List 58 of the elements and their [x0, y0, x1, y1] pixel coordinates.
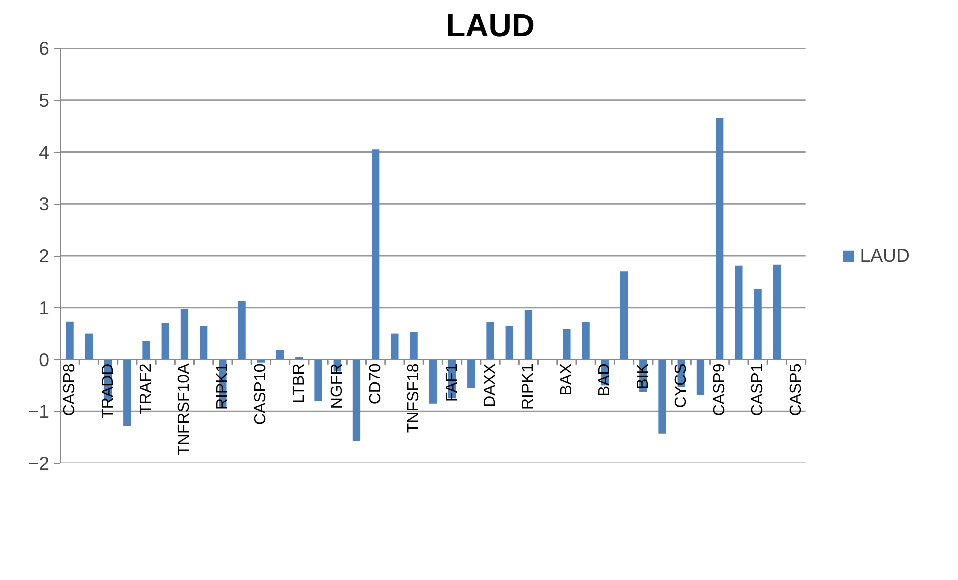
x-tick-label: TNFRSF10A	[176, 363, 194, 456]
y-tick-label: −1	[28, 401, 50, 422]
bar	[486, 322, 494, 360]
x-tick-label: FAF1	[444, 364, 461, 402]
x-tick-label: BAX	[558, 363, 576, 396]
x-tick-label: RIPK1	[520, 364, 538, 410]
bar	[180, 309, 189, 360]
y-tick-label: 3	[39, 194, 50, 215]
bar	[238, 301, 246, 360]
bar	[429, 360, 437, 404]
bar	[696, 360, 705, 396]
x-tick-label: DAXX	[482, 363, 499, 408]
bar	[716, 118, 724, 360]
bar	[142, 341, 150, 360]
x-tick-label: CASP5	[788, 364, 805, 416]
x-tick-label: CASP8	[62, 364, 79, 416]
bar	[506, 326, 514, 360]
x-tick-label: BAD	[596, 364, 614, 397]
x-tick-label: TRADD	[100, 364, 117, 419]
bar	[735, 266, 743, 360]
bar	[162, 323, 170, 360]
x-tick-label: CD70	[367, 364, 384, 405]
bar	[563, 329, 571, 360]
bar	[468, 360, 476, 388]
y-tick-label: 0	[39, 349, 50, 370]
y-tick-label: 6	[39, 38, 50, 59]
bar	[352, 360, 361, 442]
bar	[582, 322, 590, 360]
bar	[658, 360, 666, 434]
legend-label: LAUD	[860, 244, 910, 266]
x-tick-label: CYCS	[673, 364, 690, 408]
bar	[410, 332, 418, 360]
y-tick-label: 5	[39, 90, 50, 111]
bar	[314, 360, 322, 402]
x-tick-label: CASP10	[252, 364, 270, 426]
bar	[124, 360, 132, 426]
bar	[524, 310, 533, 360]
bar	[391, 334, 399, 360]
bar	[66, 322, 74, 360]
x-tick-label: NGFR	[329, 364, 346, 410]
x-tick-label: BIK	[634, 363, 652, 390]
bar	[200, 326, 208, 360]
bar	[85, 334, 93, 360]
y-tick-label: 4	[39, 142, 50, 163]
bar	[372, 150, 380, 360]
x-tick-label: TNFSF18	[406, 364, 423, 434]
bar	[773, 264, 781, 360]
y-tick-label: −2	[28, 453, 50, 474]
x-tick-label: RIPK1	[214, 364, 232, 410]
bar	[620, 272, 628, 360]
y-tick-label: 2	[39, 246, 50, 266]
x-tick-label: CASP1	[750, 364, 767, 416]
x-tick-label: LTBR	[290, 364, 308, 404]
bar	[754, 289, 762, 360]
y-tick-label: 1	[39, 297, 50, 318]
x-tick-label: TRAF2	[138, 364, 155, 414]
x-tick-label: CASP9	[711, 364, 728, 416]
chart-title: LAUD	[446, 8, 535, 44]
